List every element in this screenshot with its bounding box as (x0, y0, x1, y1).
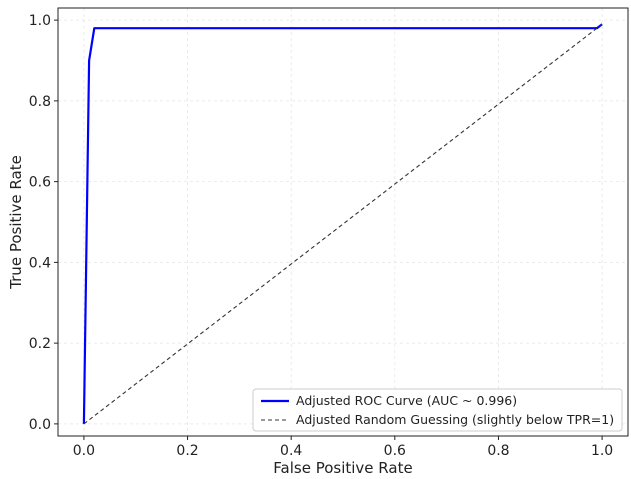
y-tick-label: 0.6 (29, 175, 51, 191)
y-tick-label: 0.4 (29, 255, 51, 271)
y-tick-label: 1.0 (29, 13, 51, 29)
x-axis-label: False Positive Rate (273, 459, 412, 477)
axis-ticks: 0.0 0.2 0.4 0.6 0.8 1.0 0.0 0.2 0.4 0.6 0.8 1.0 (29, 13, 613, 459)
y-tick-label: 0.8 (29, 94, 51, 110)
x-tick-label: 0.4 (280, 443, 302, 459)
plot-frame (57, 7, 629, 437)
x-tick-label: 0.2 (176, 443, 198, 459)
y-axis-label: True Positive Rate (7, 155, 25, 290)
x-tick-label: 1.0 (591, 443, 613, 459)
x-tick-label: 0.8 (487, 443, 509, 459)
x-tick-label: 0.6 (384, 443, 406, 459)
series-layer (82, 23, 603, 425)
legend-box (252, 388, 623, 432)
legend-label-roc: Adjusted ROC Curve (AUC ~ 0.996) (296, 393, 517, 408)
x-tick-label: 0.0 (73, 443, 95, 459)
roc-curve-line (82, 23, 603, 424)
legend: Adjusted ROC Curve (AUC ~ 0.996) Adjuste… (252, 388, 623, 432)
y-tick-label: 0.0 (29, 417, 51, 433)
y-tick-label: 0.2 (29, 336, 51, 352)
legend-label-random: Adjusted Random Guessing (slightly below… (296, 412, 614, 427)
